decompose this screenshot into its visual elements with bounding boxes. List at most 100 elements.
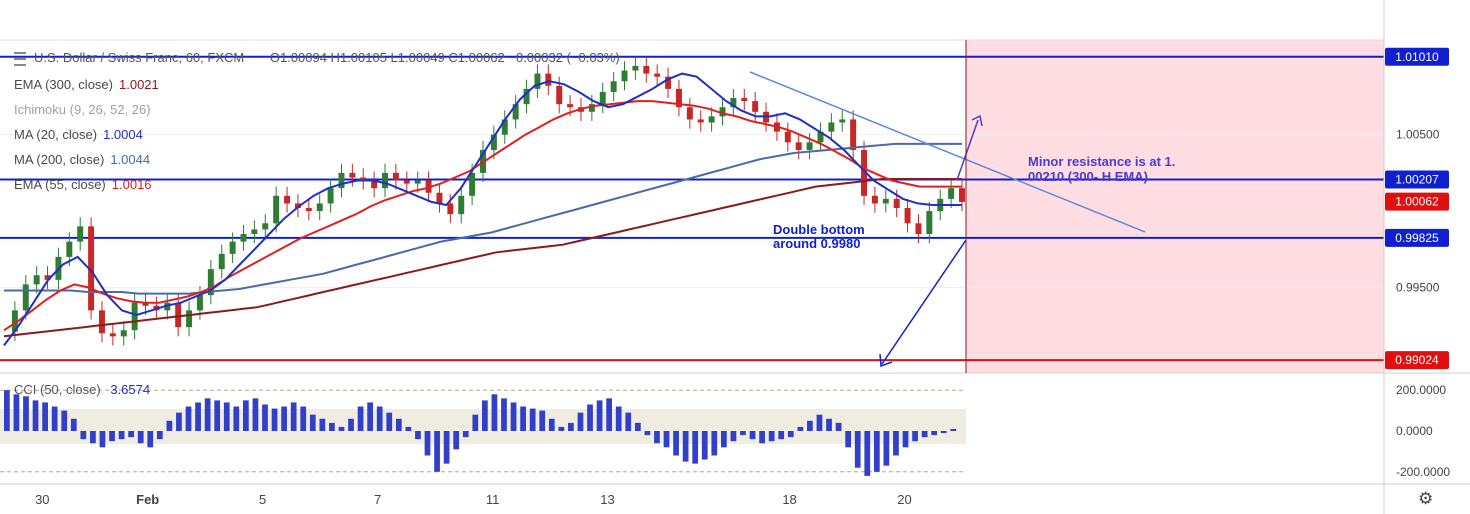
price-tag xyxy=(1385,192,1449,211)
cci-bar xyxy=(501,398,507,431)
x-tick-label: 11 xyxy=(486,492,500,507)
legend-row-ichimoku[interactable]: Ichimoku (9, 26, 52, 26) xyxy=(14,102,151,117)
candle-body xyxy=(262,223,269,230)
candle-body xyxy=(349,172,356,178)
candle-body xyxy=(904,208,911,224)
candle-body xyxy=(316,203,323,212)
candle-body xyxy=(632,65,639,71)
price-tag xyxy=(1385,170,1449,189)
menu-icon[interactable] xyxy=(14,51,26,66)
down-arrowhead xyxy=(879,353,893,368)
cci-bar xyxy=(137,431,144,444)
forecast-zone xyxy=(966,40,1384,373)
x-tick-label: 20 xyxy=(897,492,911,507)
legend-row-ma20[interactable]: MA (20, close) 1.0004 xyxy=(14,127,143,142)
cci-bar xyxy=(472,414,479,431)
cci-bar xyxy=(711,431,718,456)
candle-body xyxy=(784,131,791,143)
legend-row-ma200[interactable]: MA (200, close) 1.0044 xyxy=(14,152,151,167)
cci-bar xyxy=(893,431,899,456)
candle-body xyxy=(66,241,73,257)
price-tag-label: 0.99024 xyxy=(1395,353,1439,367)
candle-body xyxy=(959,188,965,202)
cci-tick-label: 0.0000 xyxy=(1396,424,1433,438)
candle-body xyxy=(719,107,726,117)
cci-bar xyxy=(195,402,201,431)
candle-body xyxy=(654,73,661,77)
symbol-header[interactable]: U.S. Dollar / Swiss Franc, 60, FXCM O1.0… xyxy=(14,50,620,66)
cci-bar xyxy=(147,431,154,448)
cci-bar xyxy=(835,422,842,431)
candle-body xyxy=(251,229,258,234)
cci-bar xyxy=(730,431,737,442)
price-tags: 1.01010 1.00207 1.00062 0.99825 0.99024 xyxy=(1385,47,1449,370)
candle-body xyxy=(33,275,40,285)
cci-bar xyxy=(462,431,469,438)
cci-legend[interactable]: CCI (50, close) 3.6574 xyxy=(14,382,151,397)
indicator-legend: EMA (300, close) 1.0021 Ichimoku (9, 26, … xyxy=(0,72,159,197)
candle-body xyxy=(501,119,508,135)
cci-bar xyxy=(902,431,909,448)
candle-body xyxy=(534,73,541,89)
cci-bar xyxy=(644,431,651,436)
cci-bar xyxy=(243,400,249,431)
candle-body xyxy=(22,284,29,311)
candle-body xyxy=(469,172,476,196)
cci-bar xyxy=(854,431,861,468)
price-tag xyxy=(1385,228,1449,247)
cci-bar xyxy=(290,402,297,431)
gear-icon[interactable]: ⚙ xyxy=(1418,489,1434,508)
x-tick-label: Feb xyxy=(136,492,159,507)
cci-bar xyxy=(596,400,603,431)
candle-body xyxy=(338,172,345,189)
cci-bar xyxy=(740,431,746,436)
candle-body xyxy=(610,81,617,92)
up-arrowhead xyxy=(971,114,983,127)
candle-body xyxy=(556,85,563,105)
candle-body xyxy=(806,142,813,150)
cci-bar xyxy=(797,426,804,431)
x-tick-label: 18 xyxy=(782,492,796,507)
candle-body xyxy=(741,98,748,102)
cci-bar xyxy=(759,431,765,444)
candle-body xyxy=(458,195,465,215)
candle-body xyxy=(436,192,443,204)
legend-row-ema55[interactable]: EMA (55, close) 1.0016 xyxy=(14,177,152,192)
cci-bar xyxy=(768,431,775,442)
price-tag-label: 1.01010 xyxy=(1395,50,1439,64)
cci-bar xyxy=(32,400,39,431)
cci-bar xyxy=(128,431,135,438)
cci-bar xyxy=(300,406,307,431)
cci-bar xyxy=(252,398,259,431)
cci-bar xyxy=(23,396,29,431)
candle-body xyxy=(44,275,51,280)
cci-bar xyxy=(931,431,938,436)
cci-bar xyxy=(453,431,460,450)
candlestick-series xyxy=(11,56,965,346)
candle-body xyxy=(207,269,214,296)
cci-bar xyxy=(701,431,708,460)
candle-body xyxy=(142,302,149,306)
candle-body xyxy=(686,107,693,120)
trend-drawings xyxy=(749,71,1146,368)
legend-row-ema300[interactable]: EMA (300, close) 1.0021 xyxy=(14,77,159,92)
cci-bar xyxy=(816,414,823,431)
candle-body xyxy=(948,188,955,199)
candle-body xyxy=(643,65,650,74)
indicator-line xyxy=(3,178,962,338)
candle-body xyxy=(447,203,454,215)
symbol-title: U.S. Dollar / Swiss Franc, 60, FXCM xyxy=(34,50,245,65)
cci-bar xyxy=(281,406,287,431)
cci-bar xyxy=(61,410,68,431)
cci-bar xyxy=(424,431,431,456)
candle-body xyxy=(599,91,606,105)
candle-body xyxy=(850,119,857,150)
cci-bar xyxy=(118,431,125,440)
candle-body xyxy=(186,310,193,328)
cci-bar xyxy=(692,431,699,464)
cci-bar xyxy=(338,426,345,431)
candle-body xyxy=(893,198,900,209)
cci-bar xyxy=(787,431,794,438)
cci-bar xyxy=(262,404,268,431)
